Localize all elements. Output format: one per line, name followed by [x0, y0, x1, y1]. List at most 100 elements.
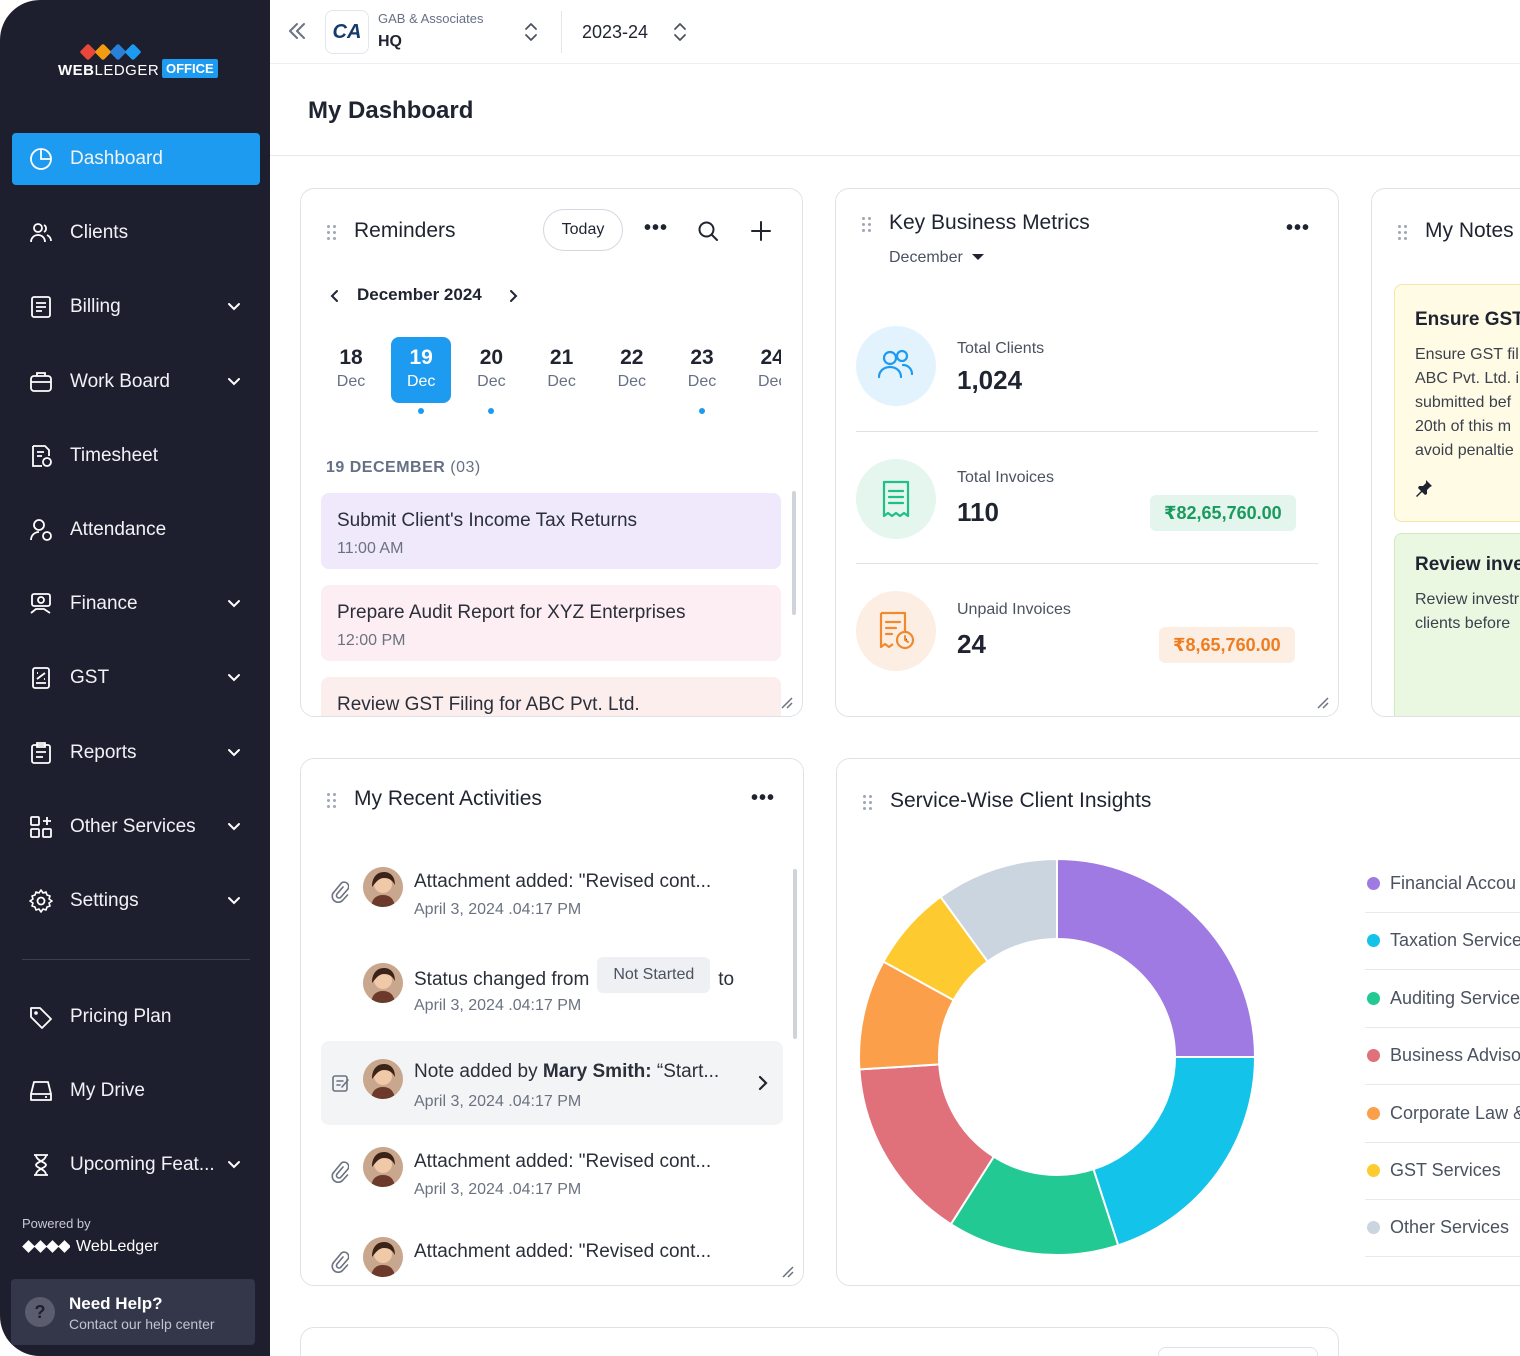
paperclip-icon: [331, 1251, 350, 1273]
sidebar-item-work-board[interactable]: Work Board: [12, 356, 260, 408]
sidebar-item-pricing-plan[interactable]: Pricing Plan: [12, 991, 260, 1043]
org-branch[interactable]: HQ: [378, 33, 402, 50]
sidebar-item-timesheet[interactable]: Timesheet: [12, 430, 260, 482]
day-18[interactable]: 18 Dec: [321, 337, 381, 403]
legend-item[interactable]: Taxation Service: [1365, 914, 1520, 971]
users-icon: [30, 223, 52, 243]
reminder-scrollbar[interactable]: [792, 491, 796, 615]
donut-slice-taxation-service[interactable]: [1092, 1056, 1257, 1247]
org-name[interactable]: GAB & Associates: [378, 11, 484, 26]
chevron-down-icon[interactable]: [226, 893, 242, 909]
sidebar-item-gst[interactable]: GST: [12, 652, 260, 704]
topbar-divider: [561, 11, 562, 53]
webledger-logo[interactable]: WEBLEDGER OFFICE: [58, 43, 228, 84]
nav-icon-wrap: [28, 814, 54, 840]
sidebar-item-clients[interactable]: Clients: [12, 207, 260, 259]
legend-item[interactable]: GST Services: [1365, 1144, 1520, 1200]
reminder-item[interactable]: Prepare Audit Report for XYZ Enterprises…: [321, 585, 781, 661]
pin-icon[interactable]: [1415, 479, 1433, 497]
drag-handle-icon[interactable]: [863, 795, 873, 811]
org-logo[interactable]: CA: [325, 10, 369, 54]
note-item[interactable]: Ensure GST Ensure GST fil ABC Pvt. Ltd. …: [1394, 284, 1520, 522]
chevron-down-icon[interactable]: [226, 299, 242, 315]
metric-divider: [856, 563, 1318, 564]
sidebar-item-other-services[interactable]: Other Services: [12, 801, 260, 853]
chevron-right-icon[interactable]: [757, 1074, 769, 1092]
donut-slice-financial-accou[interactable]: [1056, 857, 1257, 1058]
activity-item[interactable]: Attachment added: "Revised cont... April …: [321, 1129, 783, 1213]
financial-year-selector[interactable]: 2023-24: [582, 22, 649, 42]
day-21[interactable]: 21 Dec: [532, 337, 592, 403]
activity-scrollbar[interactable]: [793, 869, 797, 1039]
chevron-down-icon[interactable]: [226, 1157, 242, 1173]
day-19[interactable]: 19 Dec: [391, 337, 452, 403]
collapse-sidebar-icon[interactable]: [284, 18, 310, 44]
metric-value: 110: [957, 497, 999, 527]
next-month-icon[interactable]: [507, 289, 519, 303]
prev-month-icon[interactable]: [329, 289, 341, 303]
legend-item[interactable]: Auditing Service: [1365, 972, 1520, 1028]
add-reminder-icon[interactable]: [750, 220, 772, 242]
chevron-down-icon[interactable]: [226, 596, 242, 612]
chevron-down-icon[interactable]: [226, 745, 242, 761]
legend-item[interactable]: Business Adviso: [1365, 1029, 1520, 1086]
logo-office-badge: OFFICE: [162, 59, 218, 78]
activities-title: My Recent Activities: [354, 787, 542, 810]
more-options-icon[interactable]: •••: [751, 787, 776, 809]
reminder-item[interactable]: Submit Client's Income Tax Returns 11:00 …: [321, 493, 781, 569]
sidebar-item-settings[interactable]: Settings: [12, 875, 260, 927]
sidebar-item-attendance[interactable]: Attendance: [12, 504, 260, 556]
month-filter[interactable]: December: [889, 249, 985, 267]
activity-item[interactable]: Attachment added: "Revised cont... April …: [321, 849, 783, 933]
resize-handle-icon[interactable]: [780, 696, 794, 710]
drag-handle-icon[interactable]: [1398, 225, 1408, 241]
resize-handle-icon[interactable]: [1316, 696, 1330, 710]
service-donut-chart[interactable]: [857, 857, 1257, 1257]
notes-card: My Notes Ensure GST Ensure GST fil ABC P…: [1371, 188, 1520, 717]
more-options-icon[interactable]: •••: [1286, 217, 1311, 239]
sidebar-item-dashboard[interactable]: Dashboard: [12, 133, 260, 185]
legend-item[interactable]: Corporate Law &: [1365, 1087, 1520, 1143]
receipt-clock-icon: [879, 611, 915, 650]
resize-handle-icon[interactable]: [781, 1265, 795, 1279]
bottom-card-control[interactable]: [1158, 1347, 1318, 1356]
org-switcher-icon[interactable]: [521, 20, 541, 44]
donut-slice-other-services[interactable]: [939, 857, 1058, 963]
sidebar-item-my-drive[interactable]: My Drive: [12, 1065, 260, 1117]
day-24[interactable]: 24 Dec: [742, 337, 802, 403]
activity-date: April 3, 2024 .04:17 PM: [414, 1181, 582, 1198]
sidebar-item-reports[interactable]: Reports: [12, 727, 260, 779]
chevron-down-icon[interactable]: [226, 374, 242, 390]
day-23[interactable]: 23 Dec: [672, 337, 732, 403]
help-center-card[interactable]: ? Need Help? Contact our help center: [11, 1279, 255, 1345]
sidebar-item-upcoming-feat[interactable]: Upcoming Feat...: [12, 1139, 260, 1191]
drag-handle-icon[interactable]: [862, 217, 872, 233]
activity-item[interactable]: Note added by Mary Smith: “Start... April…: [321, 1041, 783, 1125]
more-options-icon[interactable]: •••: [644, 217, 669, 239]
day-20[interactable]: 20 Dec: [461, 337, 521, 403]
activity-item[interactable]: Status changed from Not Started to April 3,…: [321, 945, 783, 1029]
search-icon[interactable]: [697, 220, 719, 242]
chevron-down-icon[interactable]: [226, 670, 242, 686]
drag-handle-icon[interactable]: [327, 225, 337, 241]
note-item[interactable]: Review inve Review investr clients befor…: [1394, 533, 1520, 716]
activity-icon: [331, 1073, 351, 1098]
powered-by-brand[interactable]: WebLedger: [22, 1238, 158, 1256]
sidebar-item-label: Other Services: [70, 815, 196, 837]
chevron-down-icon[interactable]: [226, 819, 242, 835]
legend-item[interactable]: Financial Accou: [1365, 857, 1520, 913]
note-title: Review inve: [1415, 554, 1520, 575]
drag-handle-icon[interactable]: [327, 793, 337, 809]
today-button[interactable]: Today: [543, 209, 623, 251]
sidebar-item-billing[interactable]: Billing: [12, 281, 260, 333]
activity-text: Note added by Mary Smith: “Start...: [414, 1061, 720, 1082]
day-22[interactable]: 22 Dec: [602, 337, 662, 403]
day-month: Dec: [477, 373, 506, 390]
year-switcher-icon[interactable]: [670, 20, 690, 44]
sidebar-item-finance[interactable]: Finance: [12, 578, 260, 630]
activity-item[interactable]: Attachment added: "Revised cont...: [321, 1219, 783, 1285]
reminder-item[interactable]: Review GST Filing for ABC Pvt. Ltd.: [321, 677, 781, 716]
nav-icon-wrap: [28, 888, 54, 914]
sidebar-divider: [22, 959, 250, 960]
legend-item[interactable]: Other Services: [1365, 1201, 1520, 1258]
